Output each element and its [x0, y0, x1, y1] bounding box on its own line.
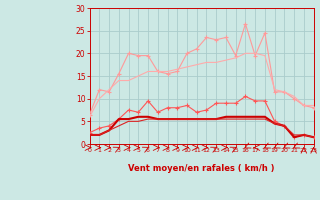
X-axis label: Vent moyen/en rafales ( km/h ): Vent moyen/en rafales ( km/h ) [128, 164, 275, 173]
